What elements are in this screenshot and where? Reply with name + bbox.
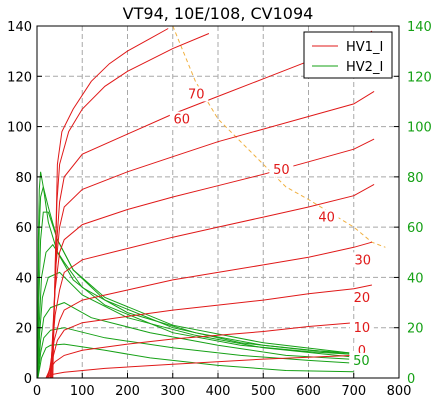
hv1-curve <box>51 30 373 379</box>
hv2-curve <box>37 302 350 379</box>
y-tick-label: 140 <box>7 20 32 35</box>
x-tick-label: 0 <box>33 384 41 399</box>
legend-box <box>303 31 393 79</box>
hv1-curve-label: 30 <box>355 253 372 268</box>
y2-tick-label: 0 <box>407 372 415 387</box>
y2-tick-label: 100 <box>407 121 432 136</box>
hv1-curve <box>49 183 375 379</box>
curve-label-bg <box>269 161 294 177</box>
y-tick-label: 60 <box>15 221 32 236</box>
load-line <box>172 25 386 248</box>
hv1-series <box>45 28 375 379</box>
legend-label: HV1_I <box>346 40 383 55</box>
hv1-curve-label: 50 <box>273 163 290 178</box>
legend-label: HV2_I <box>346 60 383 75</box>
curve-label-bg <box>350 252 375 268</box>
hv2-curve-label: 50 <box>353 354 370 369</box>
x-tick-label: 100 <box>70 384 95 399</box>
hv1-curve <box>52 28 169 379</box>
hv1-curve <box>51 33 210 379</box>
hv1-curve-label: 20 <box>354 291 371 306</box>
y-tick-label: 100 <box>7 121 32 136</box>
hv1-curve-label: 40 <box>318 211 335 226</box>
y2-tick-label: 120 <box>407 70 432 85</box>
y-tick-label: 120 <box>7 70 32 85</box>
hv1-curve-label: 10 <box>354 321 371 336</box>
hv1-curve-label: 0 <box>358 344 366 359</box>
hv1-curve <box>50 138 375 379</box>
y-tick-label: 40 <box>15 271 32 286</box>
curve-label-bg <box>349 320 374 336</box>
hv2-curve <box>37 243 350 379</box>
x-tick-label: 800 <box>387 384 412 399</box>
hv1-curve <box>46 284 373 379</box>
y2-tick-label: 40 <box>407 271 424 286</box>
hv1-curve <box>50 90 375 379</box>
curve-label-bg <box>169 111 194 127</box>
hv1-curve-label: 60 <box>174 113 191 128</box>
x-tick-label: 500 <box>251 384 276 399</box>
hv2-series <box>37 171 354 379</box>
hv1-curve <box>45 354 354 379</box>
curve-label-bg <box>349 290 374 306</box>
y2-tick-label: 20 <box>407 322 424 337</box>
hv2-curve <box>37 343 354 379</box>
y-tick-label: 80 <box>15 171 32 186</box>
chart-title: VT94, 10E/108, CV1094 <box>123 4 314 23</box>
curve-label-bg <box>314 209 339 225</box>
y2-tick-label: 140 <box>407 20 432 35</box>
load-line-layer <box>172 25 386 248</box>
ticks: 0 100 200 300 400 500 600 700 800020406080100120… <box>7 20 432 399</box>
y2-tick-label: 60 <box>407 221 424 236</box>
grid <box>37 26 399 378</box>
x-tick-label: 600 <box>296 384 321 399</box>
hv2-curve <box>37 271 350 379</box>
curve-labels: 0 10 20 30 40 50 60 70 50 <box>169 86 375 369</box>
curve-label-bg <box>349 352 374 368</box>
x-tick-label: 400 <box>206 384 231 399</box>
legend: HV1_I HV2_I <box>303 31 393 79</box>
hv1-curve-label: 70 <box>188 87 205 102</box>
x-tick-label: 200 <box>115 384 140 399</box>
curve-label-bg <box>184 86 209 102</box>
x-tick-label: 700 <box>341 384 366 399</box>
y-tick-label: 20 <box>15 322 32 337</box>
hv2-curve <box>37 327 350 379</box>
x-tick-label: 300 <box>160 384 185 399</box>
y-tick-label: 0 <box>24 372 32 387</box>
hv2-curve <box>37 186 350 379</box>
hv1-curve <box>47 241 373 379</box>
y2-tick-label: 80 <box>407 171 424 186</box>
